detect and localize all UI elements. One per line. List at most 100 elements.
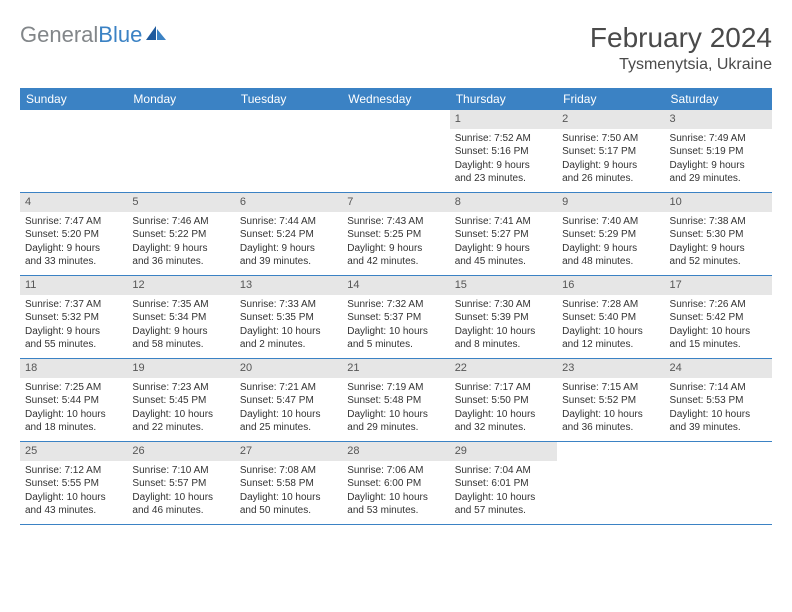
day-cell: 19Sunrise: 7:23 AMSunset: 5:45 PMDayligh… bbox=[127, 359, 234, 441]
day-number: 2 bbox=[557, 110, 664, 129]
day-info: Sunrise: 7:47 AMSunset: 5:20 PMDaylight:… bbox=[25, 215, 122, 269]
sunrise: Sunrise: 7:04 AM bbox=[455, 464, 552, 478]
day-info: Sunrise: 7:08 AMSunset: 5:58 PMDaylight:… bbox=[240, 464, 337, 518]
daylight-line1: Daylight: 10 hours bbox=[240, 325, 337, 339]
dow-mon: Monday bbox=[127, 88, 234, 110]
day-cell bbox=[20, 110, 127, 192]
sunset: Sunset: 6:00 PM bbox=[347, 477, 444, 491]
week-row: 18Sunrise: 7:25 AMSunset: 5:44 PMDayligh… bbox=[20, 359, 772, 442]
day-cell: 22Sunrise: 7:17 AMSunset: 5:50 PMDayligh… bbox=[450, 359, 557, 441]
day-cell: 27Sunrise: 7:08 AMSunset: 5:58 PMDayligh… bbox=[235, 442, 342, 524]
day-cell bbox=[342, 110, 449, 192]
day-number: 20 bbox=[235, 359, 342, 378]
day-info: Sunrise: 7:12 AMSunset: 5:55 PMDaylight:… bbox=[25, 464, 122, 518]
sunrise: Sunrise: 7:41 AM bbox=[455, 215, 552, 229]
day-info: Sunrise: 7:49 AMSunset: 5:19 PMDaylight:… bbox=[670, 132, 767, 186]
day-info: Sunrise: 7:25 AMSunset: 5:44 PMDaylight:… bbox=[25, 381, 122, 435]
day-number: 23 bbox=[557, 359, 664, 378]
day-number: 15 bbox=[450, 276, 557, 295]
sunrise: Sunrise: 7:14 AM bbox=[670, 381, 767, 395]
daylight-line2: and 42 minutes. bbox=[347, 255, 444, 269]
sunrise: Sunrise: 7:23 AM bbox=[132, 381, 229, 395]
day-number: 25 bbox=[20, 442, 127, 461]
day-cell: 15Sunrise: 7:30 AMSunset: 5:39 PMDayligh… bbox=[450, 276, 557, 358]
dow-sat: Saturday bbox=[665, 88, 772, 110]
daylight-line2: and 26 minutes. bbox=[562, 172, 659, 186]
daylight-line1: Daylight: 10 hours bbox=[670, 408, 767, 422]
daylight-line1: Daylight: 9 hours bbox=[25, 242, 122, 256]
day-cell: 1 Sunrise: 7:52 AMSunset: 5:16 PMDaylight… bbox=[450, 110, 557, 192]
day-info: Sunrise: 7:04 AMSunset: 6:01 PMDaylight:… bbox=[455, 464, 552, 518]
daylight-line1: Daylight: 9 hours bbox=[347, 242, 444, 256]
day-cell: 8Sunrise: 7:41 AMSunset: 5:27 PMDaylight… bbox=[450, 193, 557, 275]
sunrise: Sunrise: 7:40 AM bbox=[562, 215, 659, 229]
sunrise: Sunrise: 7:06 AM bbox=[347, 464, 444, 478]
day-info: Sunrise: 7:06 AMSunset: 6:00 PMDaylight:… bbox=[347, 464, 444, 518]
day-info: Sunrise: 7:52 AMSunset: 5:16 PMDaylight:… bbox=[455, 132, 552, 186]
sunrise: Sunrise: 7:35 AM bbox=[132, 298, 229, 312]
sunrise: Sunrise: 7:46 AM bbox=[132, 215, 229, 229]
daylight-line2: and 29 minutes. bbox=[347, 421, 444, 435]
day-info: Sunrise: 7:37 AMSunset: 5:32 PMDaylight:… bbox=[25, 298, 122, 352]
day-cell: 16Sunrise: 7:28 AMSunset: 5:40 PMDayligh… bbox=[557, 276, 664, 358]
daylight-line2: and 25 minutes. bbox=[240, 421, 337, 435]
location: Tysmenytsia, Ukraine bbox=[590, 56, 772, 74]
sunrise: Sunrise: 7:19 AM bbox=[347, 381, 444, 395]
sunset: Sunset: 5:50 PM bbox=[455, 394, 552, 408]
sunrise: Sunrise: 7:25 AM bbox=[25, 381, 122, 395]
day-number: 1 bbox=[450, 110, 557, 129]
sunset: Sunset: 5:44 PM bbox=[25, 394, 122, 408]
daylight-line2: and 18 minutes. bbox=[25, 421, 122, 435]
sunrise: Sunrise: 7:47 AM bbox=[25, 215, 122, 229]
sunrise: Sunrise: 7:33 AM bbox=[240, 298, 337, 312]
dow-tue: Tuesday bbox=[235, 88, 342, 110]
day-number: 29 bbox=[450, 442, 557, 461]
sunset: Sunset: 6:01 PM bbox=[455, 477, 552, 491]
daylight-line1: Daylight: 9 hours bbox=[132, 242, 229, 256]
daylight-line1: Daylight: 9 hours bbox=[670, 159, 767, 173]
day-info: Sunrise: 7:15 AMSunset: 5:52 PMDaylight:… bbox=[562, 381, 659, 435]
sunset: Sunset: 5:35 PM bbox=[240, 311, 337, 325]
sunset: Sunset: 5:55 PM bbox=[25, 477, 122, 491]
day-cell: 2Sunrise: 7:50 AMSunset: 5:17 PMDaylight… bbox=[557, 110, 664, 192]
day-cell: 20 Sunrise: 7:21 AMSunset: 5:47 PMDayligh… bbox=[235, 359, 342, 441]
day-number: 28 bbox=[342, 442, 449, 461]
daylight-line1: Daylight: 10 hours bbox=[562, 408, 659, 422]
day-info: Sunrise: 7:21 AMSunset: 5:47 PMDaylight:… bbox=[240, 381, 337, 435]
logo-text-1: General bbox=[20, 22, 98, 48]
daylight-line1: Daylight: 10 hours bbox=[562, 325, 659, 339]
day-cell bbox=[557, 442, 664, 524]
day-cell: 14Sunrise: 7:32 AMSunset: 5:37 PMDayligh… bbox=[342, 276, 449, 358]
daylight-line2: and 12 minutes. bbox=[562, 338, 659, 352]
daylight-line2: and 52 minutes. bbox=[670, 255, 767, 269]
day-number: 3 bbox=[665, 110, 772, 129]
day-cell: 17Sunrise: 7:26 AMSunset: 5:42 PMDayligh… bbox=[665, 276, 772, 358]
daylight-line1: Daylight: 10 hours bbox=[347, 325, 444, 339]
day-cell: 10Sunrise: 7:38 AMSunset: 5:30 PMDayligh… bbox=[665, 193, 772, 275]
logo-sail-icon bbox=[144, 24, 168, 42]
day-number: 18 bbox=[20, 359, 127, 378]
sunrise: Sunrise: 7:28 AM bbox=[562, 298, 659, 312]
daylight-line2: and 36 minutes. bbox=[132, 255, 229, 269]
day-info: Sunrise: 7:26 AMSunset: 5:42 PMDaylight:… bbox=[670, 298, 767, 352]
daylight-line1: Daylight: 10 hours bbox=[240, 491, 337, 505]
month-title: February 2024 bbox=[590, 22, 772, 54]
day-info: Sunrise: 7:33 AMSunset: 5:35 PMDaylight:… bbox=[240, 298, 337, 352]
sunset: Sunset: 5:39 PM bbox=[455, 311, 552, 325]
daylight-line2: and 36 minutes. bbox=[562, 421, 659, 435]
daylight-line2: and 22 minutes. bbox=[132, 421, 229, 435]
day-number: 10 bbox=[665, 193, 772, 212]
sunset: Sunset: 5:58 PM bbox=[240, 477, 337, 491]
week-row: 11 Sunrise: 7:37 AMSunset: 5:32 PMDayligh… bbox=[20, 276, 772, 359]
sunset: Sunset: 5:52 PM bbox=[562, 394, 659, 408]
day-info: Sunrise: 7:43 AMSunset: 5:25 PMDaylight:… bbox=[347, 215, 444, 269]
daylight-line2: and 48 minutes. bbox=[562, 255, 659, 269]
day-number: 6 bbox=[235, 193, 342, 212]
day-number: 7 bbox=[342, 193, 449, 212]
day-info: Sunrise: 7:35 AMSunset: 5:34 PMDaylight:… bbox=[132, 298, 229, 352]
day-number: 11 bbox=[20, 276, 127, 295]
day-cell bbox=[127, 110, 234, 192]
day-number: 4 bbox=[20, 193, 127, 212]
day-number: 12 bbox=[127, 276, 234, 295]
day-info: Sunrise: 7:19 AMSunset: 5:48 PMDaylight:… bbox=[347, 381, 444, 435]
